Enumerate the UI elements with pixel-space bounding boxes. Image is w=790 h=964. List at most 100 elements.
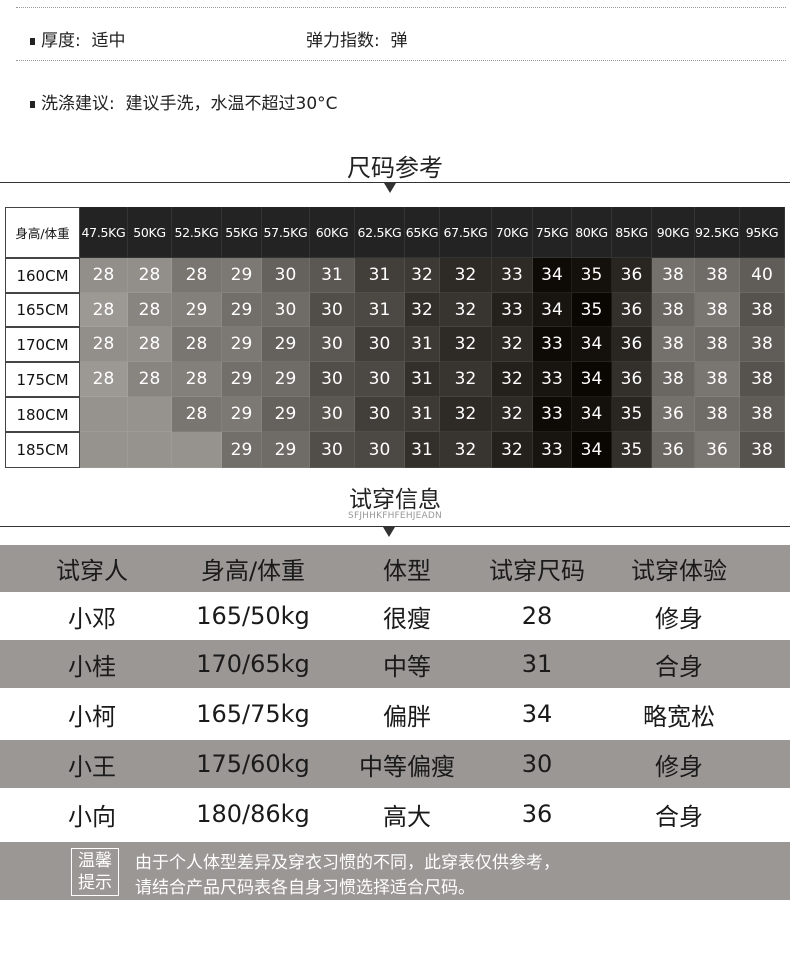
size-cell: 31 — [405, 362, 440, 397]
size-cell: 38 — [695, 397, 740, 432]
size-cell: 29 — [262, 432, 310, 468]
size-cell: 32 — [405, 293, 440, 327]
trial-cell: 28 — [521, 602, 553, 630]
size-cell: 32 — [440, 362, 492, 397]
trial-header-row: 试穿人 身高/体重 体型 试穿尺码 试穿体验 — [0, 545, 790, 592]
trial-cell: 修身 — [655, 752, 703, 781]
size-cell: 36 — [652, 397, 695, 432]
weight-header: 65KG — [405, 207, 440, 258]
size-cell: 35 — [572, 258, 612, 293]
size-cell: 29 — [262, 327, 310, 362]
trial-cell: 合身 — [655, 802, 703, 831]
size-cell: 38 — [695, 327, 740, 362]
size-cell: 29 — [172, 293, 222, 327]
trial-row: 小王 175/60kg 中等偏瘦 30 修身 — [0, 740, 790, 788]
size-cell: 38 — [740, 432, 785, 468]
trial-cell: 小桂 — [68, 652, 116, 681]
height-label: 165CM — [5, 293, 80, 327]
weight-header: 57.5KG — [262, 207, 310, 258]
size-cell: 38 — [695, 362, 740, 397]
size-cell: 38 — [695, 258, 740, 293]
trial-section-title: 试穿信息 — [349, 487, 441, 513]
size-cell: 31 — [310, 258, 355, 293]
size-chart-table: 身高/体重 47.5KG 50KG 52.5KG 55KG 57.5KG 60KG 62.5K… — [5, 207, 785, 468]
trial-cell: 36 — [521, 800, 553, 828]
size-cell: 32 — [440, 397, 492, 432]
size-cell: 28 — [128, 327, 172, 362]
size-cell: 31 — [405, 397, 440, 432]
trial-cell: 合身 — [655, 652, 703, 681]
elasticity-label: 弹力指数: — [306, 31, 380, 51]
size-cell: 40 — [740, 258, 785, 293]
trial-cell: 小王 — [68, 752, 116, 781]
size-cell — [128, 432, 172, 468]
spec-wash: 洗涤建议: 建议手洗，水温不超过30°C — [30, 89, 338, 114]
size-cell: 31 — [405, 327, 440, 362]
trial-cell: 偏胖 — [383, 702, 431, 731]
weight-header: 67.5KG — [440, 207, 492, 258]
size-cell: 31 — [405, 432, 440, 468]
size-cell: 28 — [172, 362, 222, 397]
height-label: 160CM — [5, 258, 80, 293]
size-cell: 30 — [355, 432, 405, 468]
size-cell: 38 — [652, 258, 695, 293]
size-cell: 36 — [652, 432, 695, 468]
size-cell: 29 — [222, 362, 262, 397]
weight-header: 85KG — [612, 207, 652, 258]
size-cell: 29 — [222, 258, 262, 293]
trial-row: 小邓 165/50kg 很瘦 28 修身 — [0, 592, 790, 640]
size-cell: 32 — [492, 397, 533, 432]
size-section-title: 尺码参考 — [347, 154, 443, 182]
trial-cell: 小柯 — [68, 702, 116, 731]
size-cell — [172, 432, 222, 468]
size-cell: 35 — [612, 432, 652, 468]
size-cell: 28 — [128, 293, 172, 327]
size-cell: 30 — [262, 293, 310, 327]
size-cell: 29 — [262, 397, 310, 432]
tip-text-line2: 请结合产品尺码表各自身习惯选择适合尺码。 — [135, 878, 475, 898]
trial-cell: 170/65kg — [196, 650, 310, 678]
trial-header-cell: 试穿体验 — [631, 557, 727, 585]
size-cell: 29 — [222, 432, 262, 468]
down-triangle-icon — [384, 183, 396, 193]
size-cell — [80, 432, 128, 468]
size-cell: 30 — [262, 258, 310, 293]
trial-row: 小桂 170/65kg 中等 31 合身 — [0, 640, 790, 688]
trial-cell: 修身 — [655, 604, 703, 633]
size-cell: 36 — [695, 432, 740, 468]
weight-header: 55KG — [222, 207, 262, 258]
weight-header: 70KG — [492, 207, 533, 258]
size-cell: 28 — [172, 397, 222, 432]
size-cell: 28 — [172, 327, 222, 362]
size-cell: 38 — [740, 362, 785, 397]
size-cell: 34 — [533, 293, 572, 327]
size-cell: 28 — [80, 258, 128, 293]
bullet-icon — [30, 100, 35, 108]
height-label: 170CM — [5, 327, 80, 362]
elasticity-value: 弹 — [390, 31, 408, 51]
tip-banner: 温馨 提示 由于个人体型差异及穿衣习惯的不同，此穿表仅供参考， 请结合产品尺码表… — [0, 842, 790, 900]
trial-cell: 中等偏瘦 — [359, 752, 455, 781]
trial-cell: 小向 — [68, 802, 116, 831]
size-cell: 30 — [310, 293, 355, 327]
weight-header: 52.5KG — [172, 207, 222, 258]
size-cell: 38 — [652, 362, 695, 397]
trial-cell: 高大 — [383, 802, 431, 831]
trial-header-cell: 身高/体重 — [200, 557, 306, 585]
trial-cell: 略宽松 — [643, 702, 715, 731]
height-label: 180CM — [5, 397, 80, 432]
size-cell: 30 — [310, 397, 355, 432]
trial-cell: 中等 — [383, 652, 431, 681]
down-triangle-icon — [383, 527, 395, 537]
trial-cell: 175/60kg — [196, 750, 310, 778]
tip-label-line2: 提示 — [78, 873, 112, 893]
size-cell: 35 — [572, 293, 612, 327]
size-cell: 30 — [355, 327, 405, 362]
size-cell: 28 — [80, 293, 128, 327]
corner-header: 身高/体重 — [5, 207, 80, 258]
size-cell: 31 — [355, 293, 405, 327]
size-cell: 32 — [405, 258, 440, 293]
size-cell: 30 — [355, 397, 405, 432]
size-cell: 30 — [355, 362, 405, 397]
weight-header: 75KG — [533, 207, 572, 258]
